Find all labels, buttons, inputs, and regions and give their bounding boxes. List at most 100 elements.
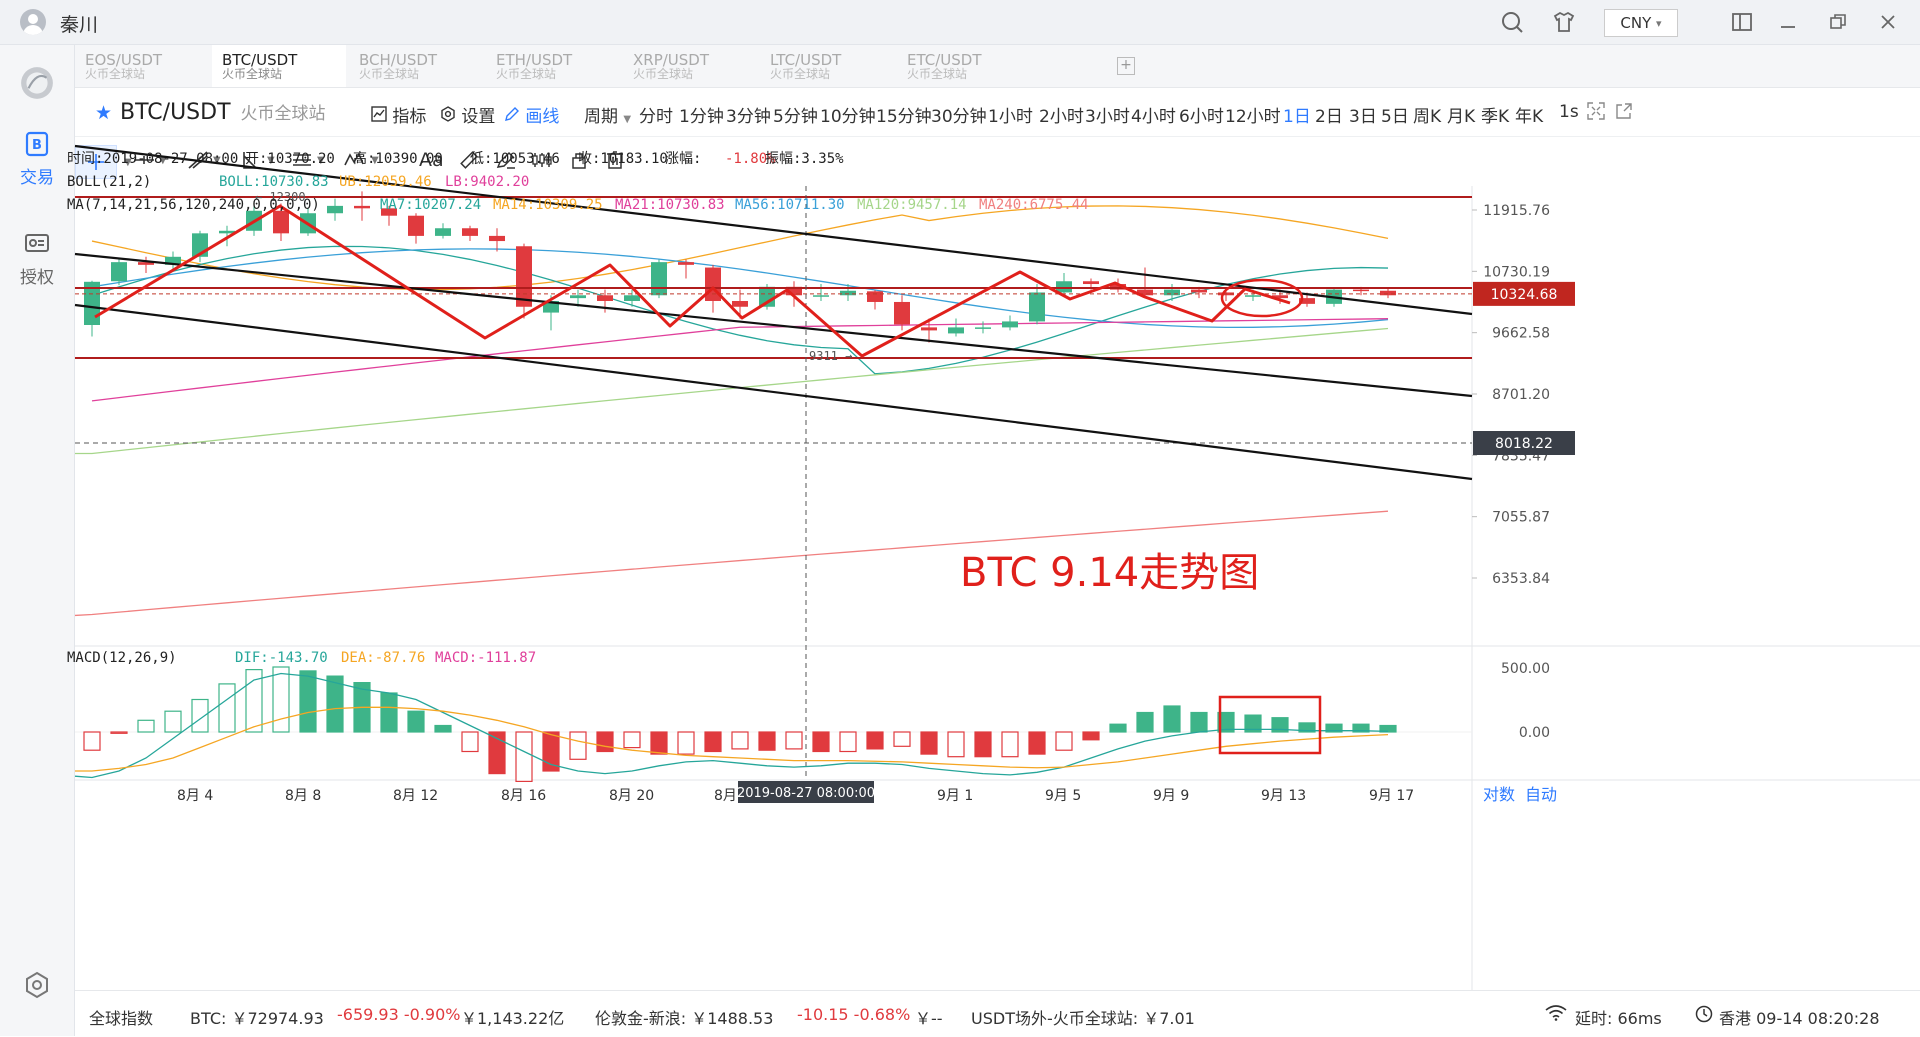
app-logo[interactable] [0, 65, 74, 105]
period-7[interactable]: 1小时 [988, 107, 1033, 127]
fib-icon [293, 154, 311, 166]
candle-body [705, 267, 721, 301]
market-tab-pair: BTC/USDT [222, 51, 298, 69]
sidebar-item-trade[interactable]: B 交易 [0, 129, 74, 188]
candle-body [867, 291, 883, 302]
period-11[interactable]: 6小时 [1179, 107, 1224, 127]
market-tab-etc[interactable]: ETC/USDT 火币全球站 [897, 45, 1031, 87]
add-tab-button[interactable]: + [1117, 57, 1135, 75]
period-15[interactable]: 3日 [1349, 107, 1377, 127]
popout-icon[interactable] [1615, 102, 1633, 125]
period-select[interactable]: 周期 ▼ [584, 107, 632, 127]
macd-bar [1109, 723, 1127, 733]
change-value: -1.80% [725, 151, 776, 167]
candle-body [975, 327, 991, 329]
candle-body [1029, 292, 1045, 322]
period-17[interactable]: 周K [1413, 107, 1442, 127]
favorite-star-icon[interactable]: ★ [95, 102, 113, 124]
market-tab-pair: XRP/USDT [633, 51, 710, 69]
period-2[interactable]: 3分钟 [726, 107, 771, 127]
currency-select[interactable]: CNY ▾ [1604, 9, 1678, 37]
candle-body [165, 256, 181, 265]
macd-bar [218, 683, 236, 733]
candle-body [651, 262, 667, 296]
fullscreen-icon[interactable] [1587, 102, 1605, 125]
period-0[interactable]: 分时 [639, 107, 673, 127]
draw-line-button[interactable]: 画线 [504, 102, 559, 127]
btc-price: BTC: ￥72974.93 [190, 1009, 324, 1028]
fibonacci-tool[interactable]: ▼ [291, 147, 325, 173]
period-4[interactable]: 10分钟 [820, 107, 876, 127]
restore-icon[interactable] [1824, 8, 1852, 36]
period-3[interactable]: 5分钟 [773, 107, 818, 127]
left-sidebar: B 交易 授权 [0, 45, 75, 1036]
period-1[interactable]: 1分钟 [679, 107, 724, 127]
market-tab-bch[interactable]: BCH/USDT 火币全球站 [349, 45, 483, 87]
kline-chart[interactable]: ← 12300 9311 → BTC 9.14走势图 11915.76 10730.19… [67, 144, 1920, 990]
period-18[interactable]: 月K [1447, 107, 1476, 127]
title-bar: 秦川 CNY ▾ [0, 0, 1920, 45]
delete-tool[interactable] [605, 147, 625, 173]
period-10[interactable]: 4小时 [1131, 107, 1176, 127]
crosshair-tool[interactable]: ▼ [75, 145, 132, 179]
period-8[interactable]: 2小时 [1039, 107, 1084, 127]
lock-icon [572, 153, 586, 169]
period-19[interactable]: 季K [1481, 107, 1510, 127]
refresh-interval[interactable]: 1s [1559, 102, 1579, 122]
sidebar-item-auth[interactable]: 授权 [0, 229, 74, 288]
settings-icon[interactable] [0, 970, 74, 1004]
period-20[interactable]: 年K [1515, 107, 1544, 127]
horizontal-line-tool[interactable]: ▼ [133, 147, 167, 173]
high-marker: ← 12300 [255, 190, 306, 204]
market-tab-eth[interactable]: ETH/USDT 火币全球站 [486, 45, 620, 87]
sidebar-item-label: 交易 [20, 168, 54, 188]
period-5[interactable]: 15分钟 [876, 107, 932, 127]
candle-body [111, 262, 127, 282]
market-tab-exchange: 火币全球站 [907, 67, 968, 81]
period-12[interactable]: 12小时 [1225, 107, 1281, 127]
settings-button[interactable]: 设置 [440, 102, 495, 127]
market-tab-xrp[interactable]: XRP/USDT 火币全球站 [623, 45, 757, 87]
text-tool[interactable]: Aa [419, 149, 444, 171]
global-index-label[interactable]: 全球指数 [89, 1009, 154, 1028]
close-icon[interactable] [1874, 8, 1902, 36]
lock-tool[interactable] [569, 147, 589, 173]
market-tab-exchange: 火币全球站 [496, 67, 557, 81]
avatar[interactable] [20, 9, 46, 35]
period-13[interactable]: 1日 [1283, 107, 1311, 127]
period-6[interactable]: 30分钟 [931, 107, 987, 127]
candle-body [948, 327, 964, 334]
market-tab-pair: LTC/USDT [770, 51, 842, 69]
ma-legend-3: MA56:10711.30 [735, 197, 845, 213]
minimize-icon[interactable] [1774, 8, 1802, 36]
zigzag-annotation [94, 204, 1291, 358]
cursor-date-text: 2019-08-27 08:00:00 [737, 786, 875, 801]
pen-icon [505, 107, 519, 121]
macd-bar [1163, 705, 1181, 733]
period-16[interactable]: 5日 [1381, 107, 1409, 127]
info-field-4: 收:10183.10 [578, 151, 668, 167]
date-tick-label: 9月 5 [1045, 788, 1081, 804]
market-tab-btc[interactable]: BTC/USDT 火币全球站 [212, 45, 346, 87]
market-tab-ltc[interactable]: LTC/USDT 火币全球站 [760, 45, 894, 87]
wave-tool[interactable]: ▼ [343, 147, 379, 173]
skin-icon[interactable] [1550, 8, 1578, 36]
wifi-icon [1545, 1005, 1567, 1025]
search-icon[interactable] [1498, 8, 1526, 36]
period-14[interactable]: 2日 [1315, 107, 1343, 127]
market-tab-exchange: 火币全球站 [359, 67, 420, 81]
brush-tool[interactable] [495, 147, 517, 173]
macd-value: MACD:-111.87 [435, 650, 536, 666]
magnet-tool[interactable] [531, 147, 553, 173]
layout-icon[interactable] [1728, 8, 1756, 36]
period-9[interactable]: 3小时 [1085, 107, 1130, 127]
market-tab-eos[interactable]: EOS/USDT 火币全球站 [75, 45, 209, 87]
indicator-button[interactable]: 指标 [371, 102, 426, 127]
candle-body [570, 295, 586, 299]
candle-body [1083, 281, 1099, 285]
market-tab-exchange: 火币全球站 [633, 67, 694, 81]
ruler-tool[interactable] [459, 147, 479, 173]
chart-content: ← 12300 9311 → BTC 9.14走势图 11915.76 10730.19… [67, 144, 1920, 990]
latency: 延时: 66ms [1575, 1009, 1662, 1028]
candle-body [516, 246, 532, 307]
